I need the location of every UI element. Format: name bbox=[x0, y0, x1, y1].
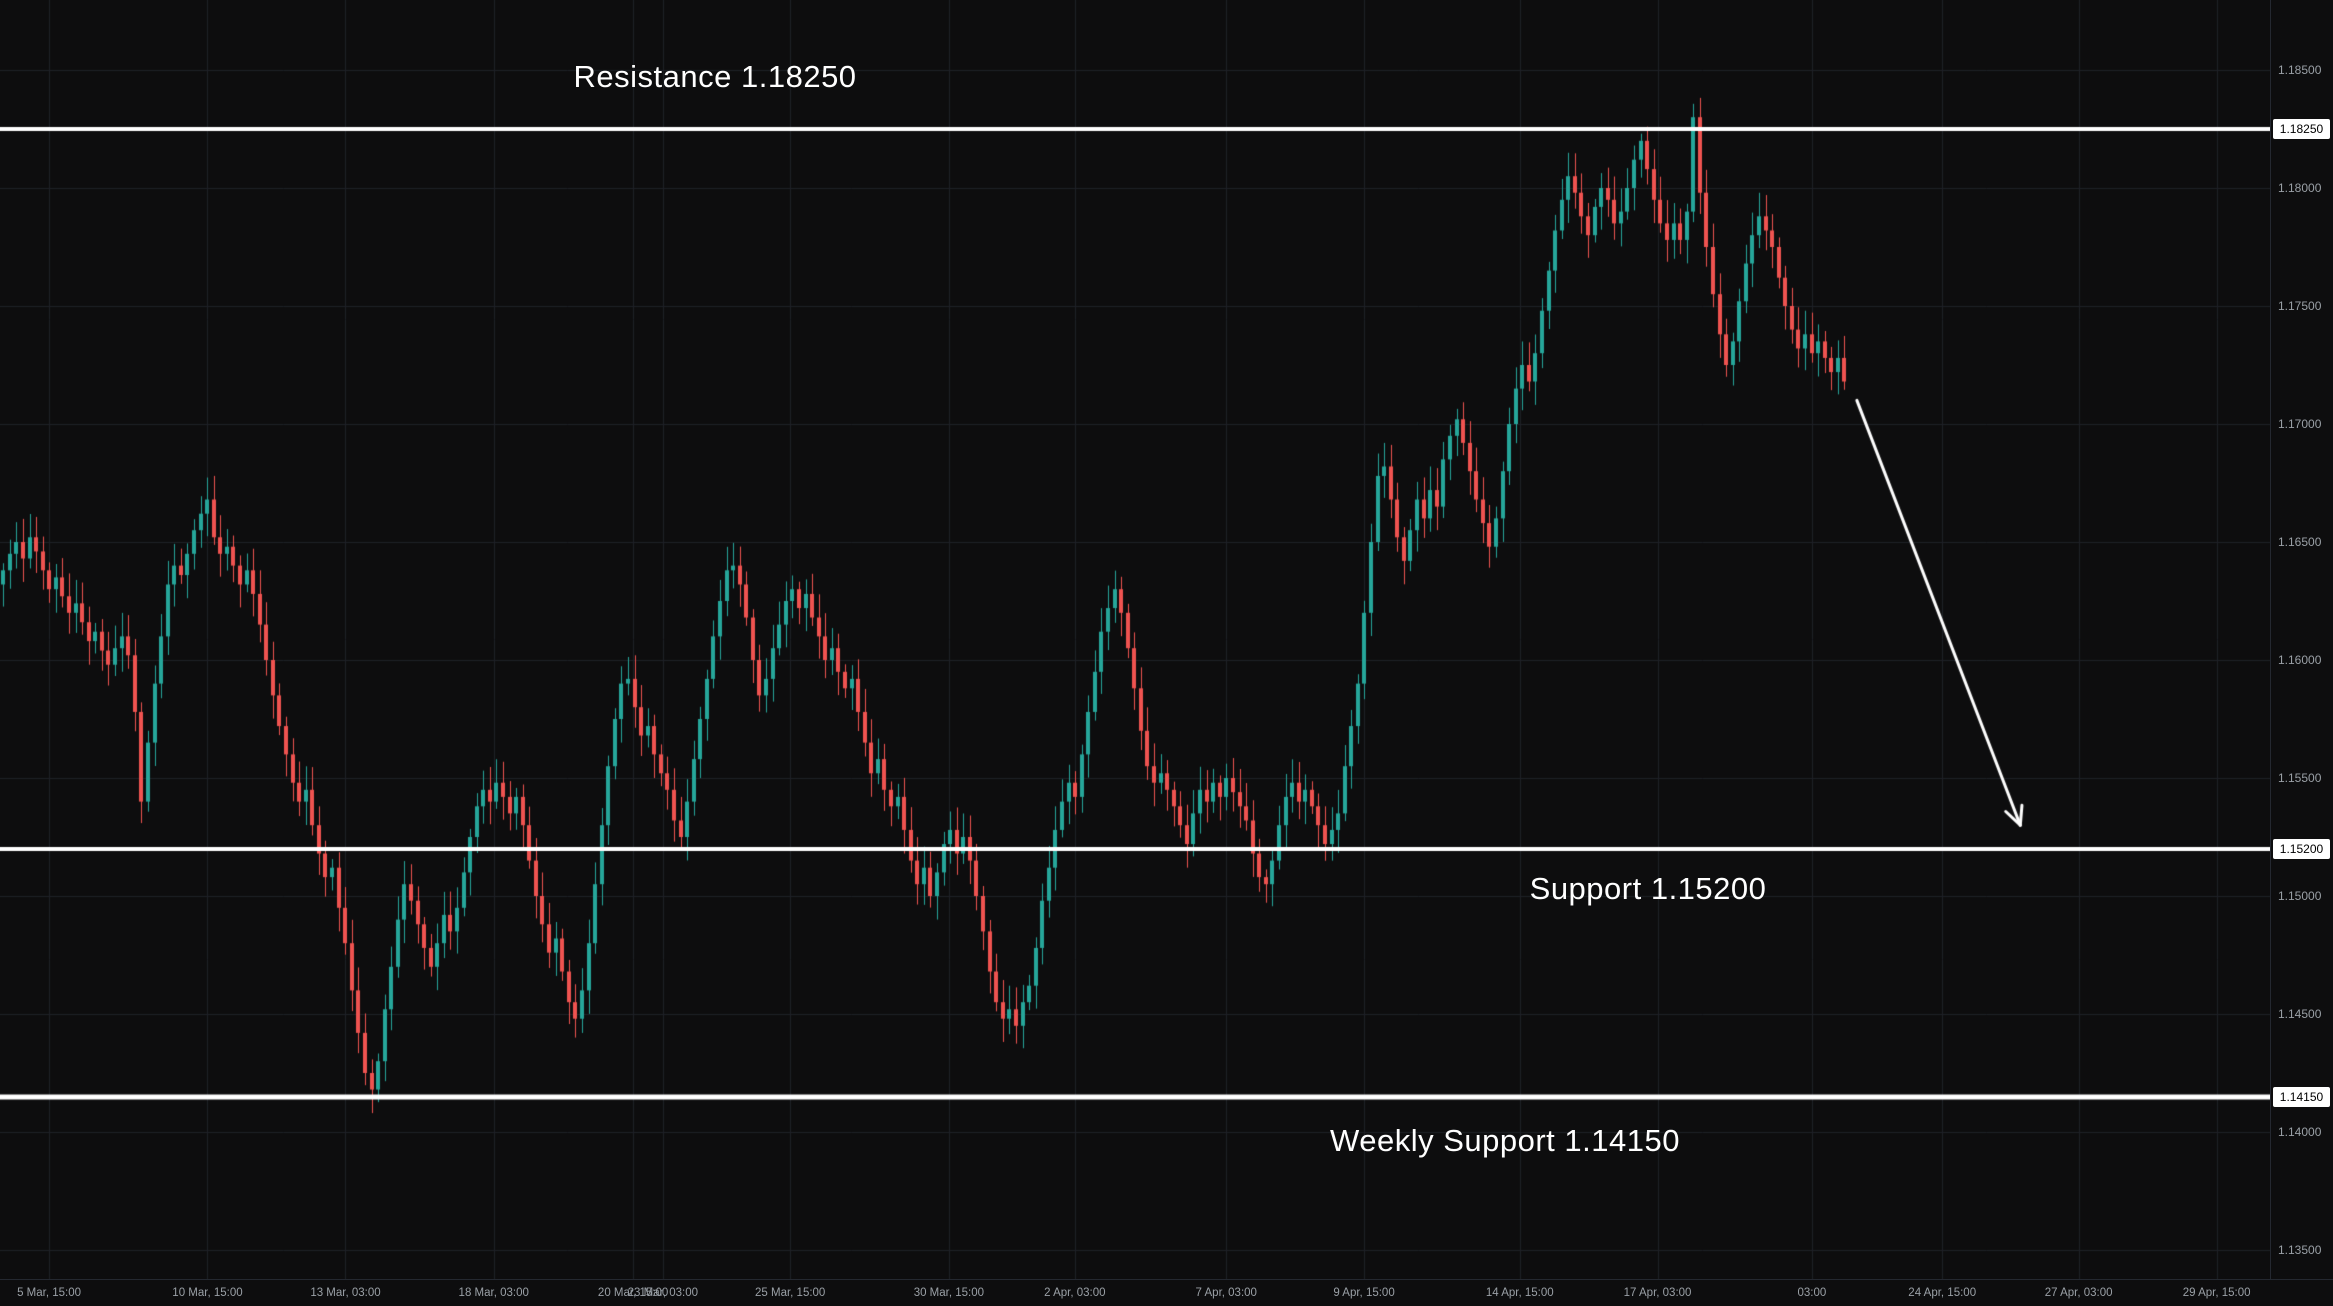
price-axis[interactable]: 1.18500 1.18000 1.17500 1.17000 1.16500 1.160… bbox=[2270, 0, 2333, 1279]
price-axis-label: 1.14500 bbox=[2278, 1007, 2322, 1021]
time-axis-label: 24 Apr, 15:00 bbox=[1908, 1287, 1977, 1299]
time-axis-label: 14 Apr, 15:00 bbox=[1485, 1287, 1554, 1299]
time-axis-label: 29 Apr, 15:00 bbox=[2182, 1287, 2251, 1299]
time-axis[interactable]: 5 Mar, 15:00 10 Mar, 15:00 13 Mar, 03:00 18… bbox=[0, 1279, 2333, 1306]
time-axis-label: 20 Mar, 15:00 bbox=[597, 1287, 669, 1299]
resistance-annotation[interactable]: Resistance 1.18250 bbox=[573, 59, 857, 95]
time-axis-label: 2 Apr, 03:00 bbox=[1044, 1287, 1106, 1299]
time-axis-label: 7 Apr, 03:00 bbox=[1195, 1287, 1257, 1299]
price-axis-label: 1.15500 bbox=[2278, 771, 2322, 785]
time-axis-label: 18 Mar, 03:00 bbox=[458, 1287, 529, 1299]
price-axis-label: 1.15000 bbox=[2278, 889, 2322, 903]
time-axis-label: 10 Mar, 15:00 bbox=[172, 1287, 243, 1299]
support-annotation[interactable]: Support 1.15200 bbox=[1529, 870, 1767, 906]
price-axis-label: 1.14000 bbox=[2278, 1125, 2322, 1139]
price-axis-label: 1.17500 bbox=[2278, 299, 2322, 313]
price-line-badge: 1.14150 bbox=[2273, 1086, 2330, 1107]
time-axis-label: 25 Mar, 15:00 bbox=[755, 1287, 826, 1299]
time-axis-label: 27 Apr, 03:00 bbox=[2044, 1287, 2113, 1299]
weekly-support-annotation[interactable]: Weekly Support 1.14150 bbox=[1330, 1123, 1680, 1159]
price-axis-label: 1.16500 bbox=[2278, 535, 2322, 549]
time-axis-label: 17 Apr, 03:00 bbox=[1623, 1287, 1692, 1299]
price-axis-label: 1.18500 bbox=[2278, 63, 2322, 77]
price-axis-label: 1.17000 bbox=[2278, 417, 2322, 431]
time-axis-label: 5 Mar, 15:00 bbox=[17, 1287, 81, 1299]
price-axis-label: 1.16000 bbox=[2278, 653, 2322, 667]
price-axis-label: 1.18000 bbox=[2278, 181, 2322, 195]
time-axis-label: 23 Mar, 03:00 bbox=[627, 1287, 698, 1299]
price-line-badge: 1.15200 bbox=[2273, 838, 2330, 859]
time-axis-label: 30 Mar, 15:00 bbox=[913, 1287, 985, 1299]
price-axis-label: 1.13500 bbox=[2278, 1243, 2322, 1257]
time-axis-label: 13 Mar, 03:00 bbox=[310, 1287, 381, 1299]
price-line-badge: 1.18250 bbox=[2273, 119, 2330, 139]
candlestick-plot-canvas[interactable] bbox=[0, 0, 2270, 1279]
time-axis-label: 9 Apr, 15:00 bbox=[1333, 1287, 1395, 1299]
time-axis-label: 03:00 bbox=[1797, 1287, 1827, 1299]
